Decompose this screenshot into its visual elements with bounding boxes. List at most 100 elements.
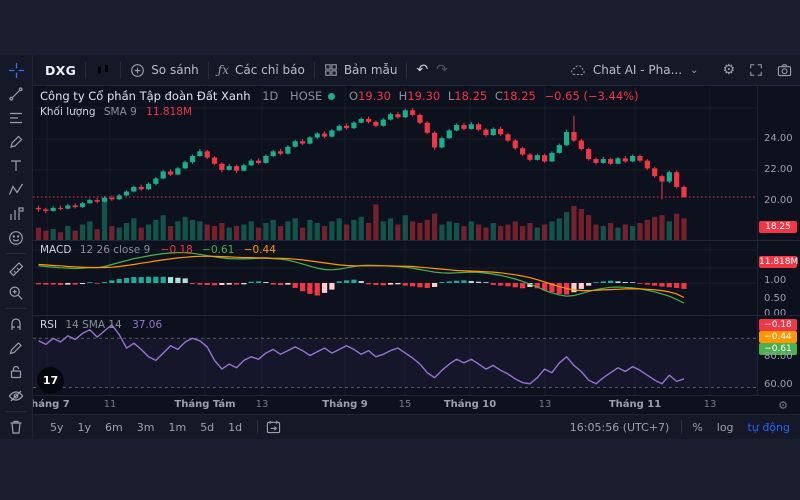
crosshair-icon <box>8 62 24 78</box>
magnet-icon <box>11 318 21 330</box>
candle-style-icon[interactable] <box>95 62 111 78</box>
fibonacci-tool[interactable] <box>3 106 29 130</box>
indicators-button[interactable]: ƒx Các chỉ báo <box>217 63 305 77</box>
clock-label[interactable]: 16:05:56 (UTC+7) <box>569 420 670 434</box>
time-tick: Tháng 9 <box>322 399 368 410</box>
compare-button[interactable]: So sánh <box>130 63 199 78</box>
percent-scale-button[interactable]: % <box>692 420 703 434</box>
log-scale-button[interactable]: log <box>716 420 734 434</box>
chevron-down-icon: ⌄ <box>690 64 699 76</box>
trend-line-tool[interactable] <box>3 82 29 106</box>
price-tick: 24.00 <box>764 133 793 144</box>
trend-line-icon <box>9 87 23 101</box>
forecast-tool[interactable] <box>3 202 29 226</box>
time-tick: 15 <box>398 399 412 410</box>
fibonacci-icon <box>10 112 22 124</box>
time-tick: Tháng 10 <box>443 399 497 410</box>
go-to-date-icon[interactable] <box>266 420 281 434</box>
pattern-tool[interactable] <box>3 178 29 202</box>
symbol-legend: Công ty Cổ phần Tập đoàn Đất Xanh 1D HOS… <box>40 89 639 103</box>
chat-ai-button[interactable]: Chat AI - Pha... ⌄ <box>570 63 699 77</box>
plus-circle-icon <box>131 63 145 77</box>
macd-tick: 0.50 <box>764 293 787 304</box>
price-tick: 22.00 <box>764 164 793 175</box>
symbol-button[interactable]: DXG <box>45 62 77 78</box>
volume-legend: Khối lượng SMA 9 11.818M <box>40 106 192 118</box>
range-1y-button[interactable]: 1y <box>77 420 92 434</box>
range-5d-button[interactable]: 5d <box>200 420 215 434</box>
time-tick: 13 <box>255 399 269 410</box>
rsi-legend: RSI 14 SMA 14 37.06 <box>40 319 163 331</box>
drawing-mode-icon <box>9 342 22 355</box>
time-tick: 11 <box>103 399 117 410</box>
volume-badge: 11.818M <box>759 256 799 268</box>
crosshair-tool[interactable] <box>3 58 29 82</box>
top-toolbar: DXG So sánh ƒx Các chỉ báo Bản mẫu ↶ ↷ C… <box>33 55 800 86</box>
lock-tool[interactable] <box>3 360 29 384</box>
cloud-icon <box>570 65 585 75</box>
grid-icon <box>325 64 337 76</box>
exchange-label: HOSE <box>290 89 323 103</box>
pattern-icon <box>8 183 24 195</box>
tradingview-logo[interactable]: 17 <box>37 367 64 394</box>
delete-tool[interactable] <box>3 415 29 439</box>
change-label: −0.65 (−3.44%) <box>544 89 639 103</box>
text-tool[interactable] <box>3 154 29 178</box>
time-axis-gear-icon[interactable]: ⚙ <box>778 399 788 412</box>
range-6m-button[interactable]: 6m <box>105 420 123 434</box>
trading-terminal: DXG So sánh ƒx Các chỉ báo Bản mẫu ↶ ↷ C… <box>0 55 800 439</box>
range-5y-button[interactable]: 5y <box>50 420 64 434</box>
range-1d-button[interactable]: 1d <box>228 420 243 434</box>
templates-button[interactable]: Bản mẫu <box>324 63 397 77</box>
fx-icon: ƒx <box>217 63 229 77</box>
zoom-in-tool[interactable] <box>3 281 29 305</box>
last-price-badge: 18.25 <box>759 221 797 233</box>
rsi-tick: 60.00 <box>764 379 793 390</box>
emoji-tool[interactable] <box>3 226 29 250</box>
time-tick: Tháng Tám <box>174 399 236 410</box>
brush-icon <box>10 135 23 148</box>
time-tick: 13 <box>703 399 717 410</box>
zoom-in-icon <box>9 286 23 300</box>
bottom-toolbar: 5y 1y 6m 3m 1m 5d 1d 16:05:56 (UTC+7) % log tự… <box>33 414 800 439</box>
drawing-mode-tool[interactable] <box>3 336 29 360</box>
company-name: Công ty Cổ phần Tập đoàn Đất Xanh <box>40 89 251 103</box>
camera-icon[interactable] <box>777 63 792 77</box>
time-tick: Tháng 11 <box>608 399 662 410</box>
undo-icon[interactable]: ↶ <box>416 62 429 78</box>
pane-separator-volume-macd[interactable] <box>33 240 800 241</box>
brush-tool[interactable] <box>3 130 29 154</box>
hide-icon <box>8 390 24 402</box>
macd-line-badge: −0.61 <box>759 343 797 355</box>
lock-icon <box>10 365 22 379</box>
range-buttons: 5y 1y 6m 3m 1m 5d 1d <box>43 419 249 436</box>
forecast-icon <box>10 207 24 220</box>
macd-tick: 1.00 <box>764 275 787 286</box>
redo-icon[interactable]: ↷ <box>436 62 448 78</box>
settings-gear-icon[interactable]: ⚙ <box>722 62 735 78</box>
market-status-dot <box>328 93 336 100</box>
price-tick: 20.00 <box>764 195 793 206</box>
drawing-toolbar <box>0 55 33 439</box>
auto-scale-button[interactable]: tự động <box>747 420 790 434</box>
ruler-tool[interactable] <box>3 257 29 281</box>
delete-icon <box>10 420 22 434</box>
pane-separator-macd-rsi[interactable] <box>33 315 800 316</box>
range-1m-button[interactable]: 1m <box>168 420 187 434</box>
range-3m-button[interactable]: 3m <box>136 420 155 434</box>
macd-hist-badge: −0.18 <box>759 319 797 331</box>
macd-tick: 0.00 <box>764 308 787 319</box>
hide-tool[interactable] <box>3 384 29 408</box>
fullscreen-icon[interactable] <box>749 63 763 77</box>
rsi-tick: 80.00 <box>764 351 793 362</box>
magnet-tool[interactable] <box>3 312 29 336</box>
emoji-icon <box>9 231 23 245</box>
ruler-icon <box>9 262 24 277</box>
macd-legend: MACD 12 26 close 9 −0.18 −0.61 −0.44 <box>40 244 276 256</box>
text-icon <box>11 160 21 171</box>
macd-signal-badge: −0.44 <box>759 331 797 343</box>
time-tick: 13 <box>538 399 552 410</box>
time-axis[interactable]: ⚙ Tháng 7 11 Tháng Tám 13 Tháng 9 15 Tháng 10 1… <box>0 395 800 414</box>
interval-label: 1D <box>262 89 279 103</box>
time-tick: Tháng 7 <box>24 399 70 410</box>
